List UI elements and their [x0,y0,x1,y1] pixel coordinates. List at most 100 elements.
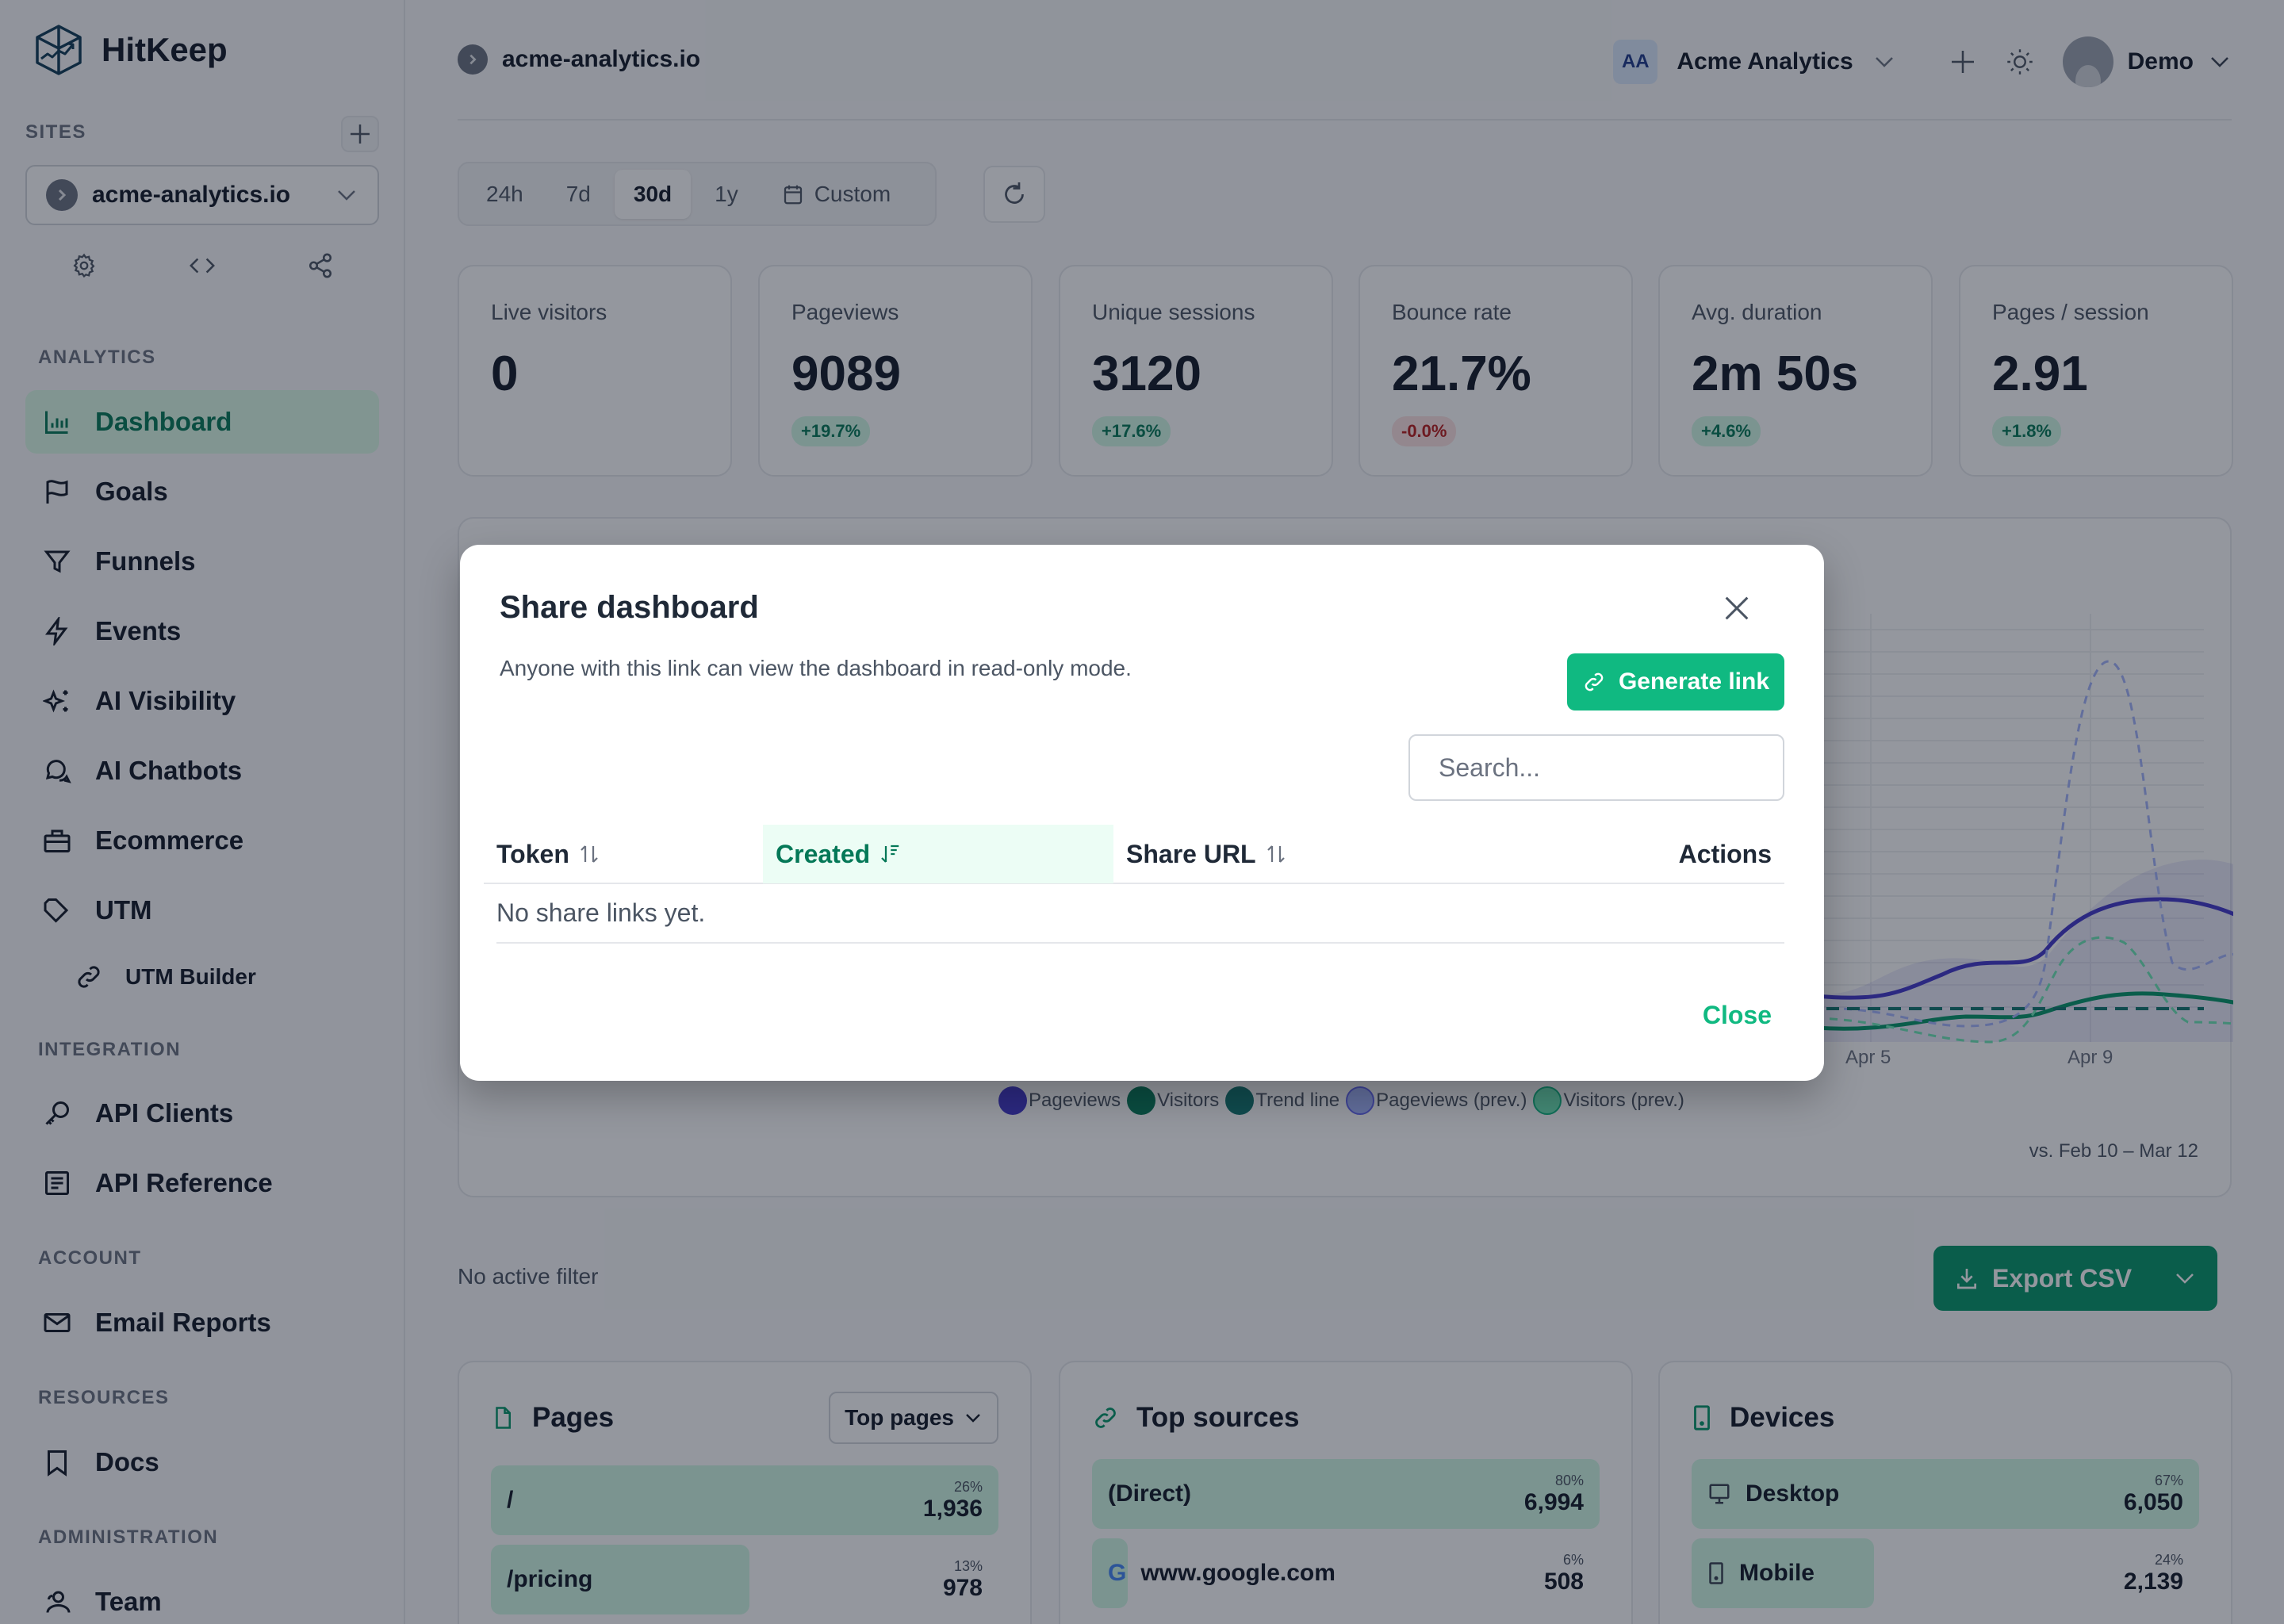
legend-pageviews[interactable]: Pageviews [998,1086,1121,1115]
site-selector[interactable]: acme-analytics.io [25,165,379,225]
list-item[interactable]: G www.google.com 6% 508 [1092,1538,1600,1608]
panel-title: Pages [532,1402,615,1433]
settings-gear-icon[interactable] [71,252,98,279]
user-menu[interactable]: Demo [2062,36,2232,87]
legend-dot [998,1086,1027,1115]
bar-fill [491,1545,750,1614]
stat-card-live-visitors[interactable]: Live visitors 0 [458,265,732,477]
chevron-down-icon[interactable] [2173,1266,2197,1290]
stat-value: 21.7% [1392,347,1531,401]
page-path: /pricing [507,1566,593,1592]
export-csv-button[interactable]: Export CSV [1933,1246,2217,1311]
x-axis-label: Apr 5 [1845,1047,1891,1068]
sidebar-item-utm-builder[interactable]: UTM Builder [25,945,379,1009]
stat-card-avg-duration[interactable]: Avg. duration 2m 50s +4.6% [1658,265,1933,477]
share-links-table-header: Token Created Share URL Actions [484,825,1784,884]
pages-view-select[interactable]: Top pages [829,1392,998,1444]
plus-icon[interactable] [1949,48,1977,76]
resources-section-label: RESOURCES [38,1387,170,1408]
close-button[interactable]: Close [1702,1001,1772,1029]
sidebar-item-team[interactable]: Team [25,1570,379,1624]
stat-value: 0 [491,347,519,401]
stat-card-bounce-rate[interactable]: Bounce rate 21.7% -0.0% [1359,265,1633,477]
sidebar-item-api-clients[interactable]: API Clients [25,1082,379,1145]
search-input[interactable] [1439,753,1772,783]
legend-visitors-prev[interactable]: Visitors (prev.) [1533,1086,1684,1115]
column-label: Actions [1678,839,1772,868]
chart-legend: Pageviews Visitors Trend line Pageviews … [998,1086,1684,1115]
site-favicon-icon [46,179,78,211]
legend-label: Pageviews [1029,1090,1121,1111]
org-name: Acme Analytics [1677,48,1853,75]
share-icon[interactable] [307,252,334,279]
column-share-url[interactable]: Share URL [1113,825,1558,883]
code-icon[interactable] [188,252,217,279]
sidebar-item-events[interactable]: Events [25,599,379,663]
column-actions: Actions [1558,825,1784,883]
range-7d[interactable]: 7d [565,181,591,206]
row-percent: 80% [1554,1472,1584,1488]
sidebar-item-utm[interactable]: UTM [25,879,379,942]
row-percent: 26% [953,1478,983,1495]
top-right-controls: AA Acme Analytics Demo [1613,36,2232,87]
sidebar-item-label: Email Reports [95,1308,271,1337]
stat-card-pageviews[interactable]: Pageviews 9089 +19.7% [758,265,1033,477]
range-custom[interactable]: Custom [762,170,910,219]
active-filter-status: No active filter [458,1264,599,1289]
range-24h[interactable]: 24h [486,181,523,206]
top-sources-panel: Top sources (Direct) 80% 6,994 G www.goog… [1059,1361,1633,1624]
sidebar-item-ecommerce[interactable]: Ecommerce [25,809,379,872]
row-count: 6,994 [1523,1488,1584,1515]
comparison-period: vs. Feb 10 – Mar 12 [2029,1140,2198,1162]
sidebar-item-api-reference[interactable]: API Reference [25,1151,379,1215]
list-item[interactable]: Desktop 67% 6,050 [1692,1459,2199,1529]
time-range-selector: 24h 7d 30d 1y Custom [458,162,937,226]
list-item[interactable]: Mobile 24% 2,139 [1692,1538,2199,1608]
pages-panel: Pages Top pages / 26% 1,936 /pricing 13% 9… [458,1361,1032,1624]
lightning-icon [45,617,68,645]
legend-visitors[interactable]: Visitors [1127,1086,1219,1115]
legend-dot [1533,1086,1562,1115]
sidebar-item-ai-visibility[interactable]: AI Visibility [25,669,379,733]
sidebar-item-label: AI Visibility [95,686,236,715]
stat-value: 9089 [791,347,901,401]
range-30d[interactable]: 30d [614,169,692,219]
sidebar-item-docs[interactable]: Docs [25,1431,379,1494]
panel-title: Devices [1730,1402,1835,1433]
stat-label: Pageviews [791,300,899,324]
stat-card-unique-sessions[interactable]: Unique sessions 3120 +17.6% [1059,265,1333,477]
hitkeep-logo-icon [36,25,82,75]
sidebar-item-email-reports[interactable]: Email Reports [25,1291,379,1354]
sun-theme-icon[interactable] [2006,48,2034,76]
stat-change-badge: -0.0% [1392,416,1457,446]
column-token[interactable]: Token [484,825,763,883]
list-item[interactable]: / 26% 1,936 [491,1465,998,1535]
org-switcher[interactable]: AA Acme Analytics [1613,40,1895,84]
refresh-button[interactable] [983,166,1045,223]
stat-card-pages-per-session[interactable]: Pages / session 2.91 +1.8% [1959,265,2233,477]
sidebar-item-funnels[interactable]: Funnels [25,530,379,593]
sidebar-item-ai-chatbots[interactable]: AI Chatbots [25,739,379,802]
add-site-button[interactable] [341,116,379,152]
bookmark-icon [48,1450,67,1477]
legend-trend-line[interactable]: Trend line [1225,1086,1339,1115]
list-item[interactable]: /pricing 13% 978 [491,1545,998,1614]
column-created[interactable]: Created [763,825,1113,883]
generate-link-button[interactable]: Generate link [1567,653,1784,710]
sidebar-item-goals[interactable]: Goals [25,460,379,523]
range-1y[interactable]: 1y [715,181,738,206]
list-item[interactable]: (Direct) 80% 6,994 [1092,1459,1600,1529]
chevron-down-icon [966,1414,980,1423]
sidebar-item-dashboard[interactable]: Dashboard [25,390,379,454]
tag-icon [44,898,69,923]
logo[interactable]: HitKeep [35,24,228,76]
sort-descending-icon [881,845,899,863]
share-dashboard-dialog: Share dashboard Anyone with this link ca… [460,545,1824,1081]
sidebar-item-label: Dashboard [95,407,232,436]
divider [496,942,1784,944]
row-count: 2,139 [2123,1568,2183,1595]
legend-pageviews-prev[interactable]: Pageviews (prev.) [1346,1086,1527,1115]
mobile-device-icon [1694,1405,1710,1431]
chevron-down-icon [338,190,355,201]
close-icon[interactable] [1721,592,1753,624]
